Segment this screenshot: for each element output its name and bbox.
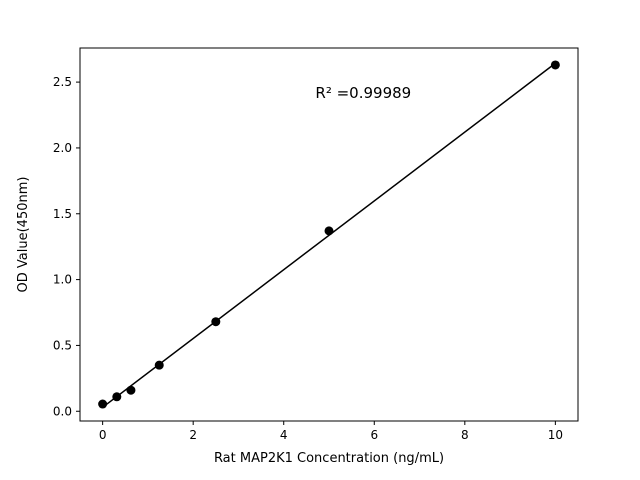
y-tick-label: 1.0 <box>53 273 72 287</box>
x-tick-label: 2 <box>189 428 197 442</box>
x-tick-label: 4 <box>280 428 288 442</box>
r-squared-annotation: R² =0.99989 <box>315 84 411 102</box>
y-axis-label: OD Value(450nm) <box>16 177 31 293</box>
x-tick-label: 8 <box>461 428 469 442</box>
y-tick-label: 0.0 <box>53 404 72 418</box>
x-tick-label: 10 <box>548 428 563 442</box>
data-point <box>98 399 108 409</box>
data-point <box>211 317 221 327</box>
y-tick-label: 0.5 <box>53 338 72 352</box>
x-axis-label: Rat MAP2K1 Concentration (ng/mL) <box>214 451 444 466</box>
data-point <box>126 385 136 395</box>
data-point <box>154 360 164 370</box>
plot-border <box>79 47 579 422</box>
data-point <box>550 60 560 70</box>
data-point <box>324 226 334 236</box>
y-tick-label: 1.5 <box>53 207 72 221</box>
data-point <box>112 392 122 402</box>
y-tick-label: 2.5 <box>53 75 72 89</box>
x-tick-label: 6 <box>370 428 378 442</box>
y-tick-label: 2.0 <box>53 141 72 155</box>
x-tick-label: 0 <box>99 428 107 442</box>
